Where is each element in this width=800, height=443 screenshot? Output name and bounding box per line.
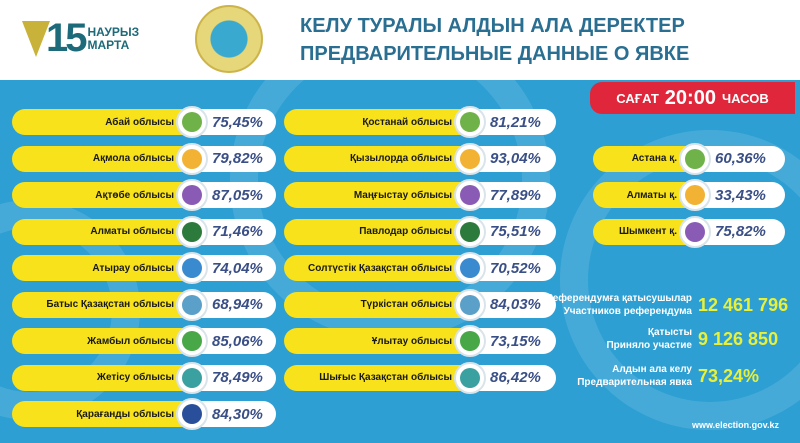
stat-value: 73,24% xyxy=(698,365,760,386)
region-row: Қарағанды облысы 84,30% xyxy=(12,398,276,430)
logo-line2: МАРТА xyxy=(87,37,130,52)
region-row: Солтүстік Қазақстан облысы 70,52% xyxy=(284,252,556,284)
stat-turnout: Алдын ала келу Предварительная явка 73,24… xyxy=(546,363,759,389)
stat-label-ru: Участников референдума xyxy=(563,306,692,317)
page-title: КЕЛУ ТУРАЛЫ АЛДЫН АЛА ДЕРЕКТЕР ПРЕДВАРИТ… xyxy=(300,12,689,68)
region-emblem-icon xyxy=(176,325,208,357)
region-row: Түркістан облысы 84,03% xyxy=(284,288,556,321)
region-emblem-icon xyxy=(454,106,486,138)
region-name: Абай облысы xyxy=(12,109,192,135)
region-name: Солтүстік Қазақстан облысы xyxy=(284,255,470,281)
stat-label-kz: Қатысты xyxy=(647,327,692,338)
stat-value: 12 461 796 xyxy=(698,294,789,315)
website-link[interactable]: www.election.gov.kz xyxy=(692,420,780,430)
region-emblem-icon xyxy=(454,252,486,284)
region-row: Ақтөбе облысы 87,05% xyxy=(12,179,276,211)
title-kz: КЕЛУ ТУРАЛЫ АЛДЫН АЛА ДЕРЕКТЕР xyxy=(300,15,685,37)
region-emblem-icon xyxy=(679,215,711,248)
region-name: Түркістан облысы xyxy=(284,291,470,318)
logo-mark-icon xyxy=(22,20,50,57)
region-name: Павлодар облысы xyxy=(284,218,470,245)
region-emblem-icon xyxy=(454,288,486,321)
stat-label-ru: Приняло участие xyxy=(606,340,692,351)
region-name: Жамбыл облысы xyxy=(12,328,192,354)
referendum-logo: 15 НАУРЫЗ МАРТА xyxy=(22,16,139,61)
stat-label-kz: Референдумға қатысушылар xyxy=(546,293,692,304)
stat-label-ru: Предварительная явка xyxy=(577,377,692,388)
region-row: Атырау облысы 74,04% xyxy=(12,252,276,284)
region-name: Батыс Қазақстан облысы xyxy=(12,291,192,318)
region-name: Ақтөбе облысы xyxy=(12,182,192,208)
region-emblem-icon xyxy=(176,106,208,138)
region-name: Алматы қ. xyxy=(593,182,695,208)
region-emblem-icon xyxy=(176,252,208,284)
region-emblem-icon xyxy=(454,142,486,175)
logo-line1: НАУРЫЗ xyxy=(87,24,140,39)
region-emblem-icon xyxy=(679,142,711,175)
region-name: Қарағанды облысы xyxy=(12,401,192,427)
region-emblem-icon xyxy=(176,398,208,430)
region-row: Ақмола облысы 79,82% xyxy=(12,142,276,175)
region-name: Қостанай облысы xyxy=(284,109,470,135)
region-emblem-icon xyxy=(454,325,486,357)
region-row: Жамбыл облысы 85,06% xyxy=(12,325,276,357)
region-row: Алматы қ. 33,43% xyxy=(593,179,785,211)
time-badge: САҒАТ 20:00 ЧАСОВ xyxy=(590,82,795,114)
region-turnout: 84,30% xyxy=(192,401,276,427)
region-row: Абай облысы 75,45% xyxy=(12,106,276,138)
region-name: Ұлытау облысы xyxy=(284,328,470,354)
region-name: Маңғыстау облысы xyxy=(284,182,470,208)
region-row: Қостанай облысы 81,21% xyxy=(284,106,556,138)
stat-participated: Қатысты Приняло участие 9 126 850 xyxy=(546,326,778,352)
region-emblem-icon xyxy=(176,179,208,211)
region-emblem-icon xyxy=(679,179,711,211)
region-turnout: 81,21% xyxy=(470,109,556,135)
region-row: Астана қ. 60,36% xyxy=(593,142,785,175)
region-emblem-icon xyxy=(454,215,486,248)
region-row: Батыс Қазақстан облысы 68,94% xyxy=(12,288,276,321)
region-emblem-icon xyxy=(454,179,486,211)
region-row: Шымкент қ. 75,82% xyxy=(593,215,785,248)
stat-label-kz: Алдын ала келу xyxy=(612,364,692,375)
time-suffix: ЧАСОВ xyxy=(721,90,769,106)
time-prefix: САҒАТ xyxy=(616,90,659,106)
region-row: Жетісу облысы 78,49% xyxy=(12,361,276,394)
region-row: Маңғыстау облысы 77,89% xyxy=(284,179,556,211)
region-name: Астана қ. xyxy=(593,145,695,172)
region-row: Қызылорда облысы 93,04% xyxy=(284,142,556,175)
logo-number: 15 xyxy=(46,16,87,60)
region-emblem-icon xyxy=(454,361,486,394)
region-emblem-icon xyxy=(176,288,208,321)
time-value: 20:00 xyxy=(664,86,716,109)
stat-registered: Референдумға қатысушылар Участников рефер… xyxy=(546,292,788,318)
region-name: Шығыс Қазақстан облысы xyxy=(284,364,470,391)
region-turnout: 93,04% xyxy=(470,145,556,172)
header: 15 НАУРЫЗ МАРТА КЕЛУ ТУРАЛЫ АЛДЫН АЛА ДЕР… xyxy=(0,0,800,78)
region-name: Шымкент қ. xyxy=(593,218,695,245)
region-name: Жетісу облысы xyxy=(12,364,192,391)
region-emblem-icon xyxy=(176,215,208,248)
region-row: Павлодар облысы 75,51% xyxy=(284,215,556,248)
region-emblem-icon xyxy=(176,142,208,175)
region-row: Шығыс Қазақстан облысы 86,42% xyxy=(284,361,556,394)
region-turnout: 75,51% xyxy=(470,218,556,245)
region-name: Алматы облысы xyxy=(12,218,192,245)
region-emblem-icon xyxy=(176,361,208,394)
commission-seal-icon xyxy=(195,5,263,73)
title-ru: ПРЕДВАРИТЕЛЬНЫЕ ДАННЫЕ О ЯВКЕ xyxy=(300,43,690,65)
region-turnout: 70,52% xyxy=(470,255,556,281)
region-name: Қызылорда облысы xyxy=(284,145,470,172)
region-name: Атырау облысы xyxy=(12,255,192,281)
region-row: Ұлытау облысы 73,15% xyxy=(284,325,556,357)
stat-value: 9 126 850 xyxy=(698,328,779,349)
region-row: Алматы облысы 71,46% xyxy=(12,215,276,248)
region-name: Ақмола облысы xyxy=(12,145,192,172)
